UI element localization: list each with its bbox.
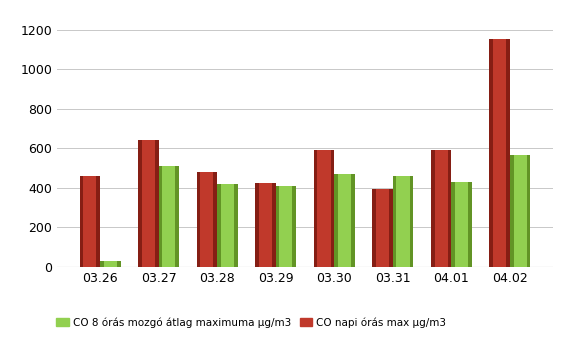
Bar xyxy=(158,166,179,267)
Bar xyxy=(80,176,83,267)
Bar xyxy=(410,176,413,267)
Bar xyxy=(506,39,510,267)
Bar xyxy=(510,155,514,267)
Bar xyxy=(389,189,393,267)
Bar xyxy=(331,150,334,267)
Bar xyxy=(234,184,238,267)
Bar xyxy=(100,261,104,267)
Bar xyxy=(490,39,493,267)
Bar xyxy=(351,174,355,267)
Bar xyxy=(255,183,259,267)
Bar xyxy=(138,141,158,267)
Bar xyxy=(372,189,376,267)
Bar xyxy=(393,176,413,267)
Bar xyxy=(80,176,100,267)
Bar xyxy=(431,150,451,267)
Bar xyxy=(431,150,434,267)
Bar xyxy=(372,189,393,267)
Bar xyxy=(451,182,472,267)
Bar xyxy=(510,155,530,267)
Bar xyxy=(334,174,355,267)
Bar xyxy=(217,184,238,267)
Bar xyxy=(314,150,334,267)
Bar xyxy=(451,182,455,267)
Bar xyxy=(96,176,100,267)
Bar xyxy=(138,141,142,267)
Legend: CO 8 órás mozgó átlag maximuma µg/m3, CO napi órás max µg/m3: CO 8 órás mozgó átlag maximuma µg/m3, CO… xyxy=(52,313,450,332)
Bar xyxy=(176,166,179,267)
Bar xyxy=(197,172,200,267)
Bar xyxy=(490,39,510,267)
Bar xyxy=(527,155,530,267)
Bar xyxy=(292,186,296,267)
Bar xyxy=(197,172,217,267)
Bar xyxy=(276,186,296,267)
Bar xyxy=(217,184,221,267)
Bar xyxy=(447,150,451,267)
Bar xyxy=(393,176,397,267)
Bar xyxy=(334,174,338,267)
Bar xyxy=(468,182,472,267)
Bar xyxy=(255,183,276,267)
Bar xyxy=(272,183,276,267)
Bar xyxy=(213,172,217,267)
Bar xyxy=(155,141,158,267)
Bar xyxy=(314,150,317,267)
Bar xyxy=(276,186,279,267)
Bar xyxy=(100,261,120,267)
Bar xyxy=(158,166,162,267)
Bar xyxy=(117,261,120,267)
